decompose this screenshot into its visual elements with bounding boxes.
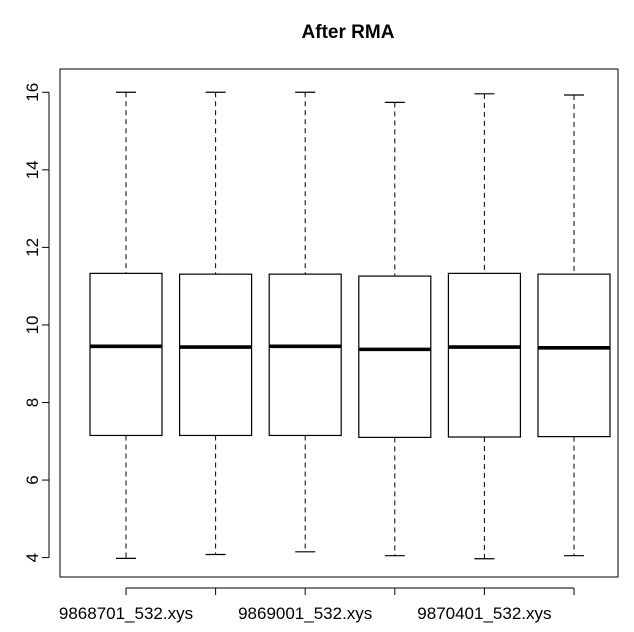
y-axis: 4 6 8 10 12 14 16 <box>23 83 50 562</box>
box-4 <box>358 101 432 557</box>
y-tick-label: 4 <box>23 553 42 562</box>
y-tick-label: 16 <box>23 83 42 102</box>
y-tick-label: 6 <box>23 475 42 484</box>
x-axis: 9868701_532.xys 9869001_532.xys 9870401_53… <box>59 587 575 623</box>
box-5 <box>447 93 521 560</box>
y-tick-label: 12 <box>23 238 42 257</box>
box-2 <box>179 91 253 556</box>
iqr-box <box>447 272 521 438</box>
y-tick-label: 8 <box>23 398 42 407</box>
iqr-box <box>268 273 342 437</box>
iqr-box <box>537 273 611 438</box>
box-3 <box>268 91 342 553</box>
boxes-group <box>89 91 611 560</box>
plot-frame <box>59 68 619 578</box>
box-1 <box>89 91 163 559</box>
box-6 <box>537 94 611 557</box>
iqr-box <box>179 273 253 437</box>
iqr-box <box>89 272 163 437</box>
iqr-box <box>358 275 432 438</box>
y-tick-label: 14 <box>23 160 42 179</box>
chart-title: After RMA <box>302 22 395 43</box>
x-tick-label: 9869001_532.xys <box>238 604 372 623</box>
x-tick-label: 9868701_532.xys <box>59 604 193 623</box>
x-tick-label: 9870401_532.xys <box>417 604 551 623</box>
y-tick-label: 10 <box>23 315 42 334</box>
